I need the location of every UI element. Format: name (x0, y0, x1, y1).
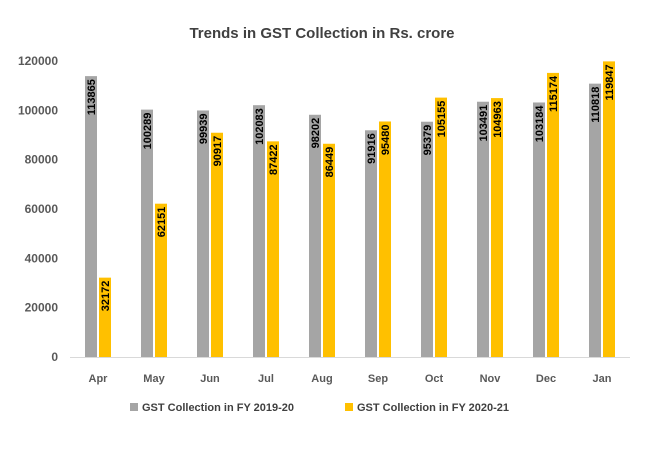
y-axis: 0 20000 40000 60000 80000 100000 120000 (18, 54, 58, 364)
x-tick-label: Jun (200, 373, 220, 385)
data-label: 90917 (212, 136, 224, 167)
bar (603, 61, 615, 357)
data-label: 62151 (156, 207, 168, 238)
data-label: 95480 (380, 124, 392, 155)
x-tick-label: Aug (311, 373, 332, 385)
x-tick-label: Oct (425, 373, 444, 385)
data-label: 103491 (478, 105, 490, 142)
data-label: 113865 (86, 79, 98, 115)
y-tick-label: 40000 (25, 251, 59, 265)
y-tick-label: 120000 (18, 54, 58, 68)
y-tick-label: 100000 (18, 103, 58, 117)
x-tick-label: May (143, 373, 165, 385)
y-tick-label: 60000 (25, 202, 59, 216)
bar (589, 83, 601, 358)
data-label: 95379 (422, 125, 434, 156)
data-label: 100289 (142, 113, 154, 150)
data-label: 119847 (604, 64, 616, 100)
legend: GST Collection in FY 2019-20 GST Collecti… (130, 402, 509, 414)
data-label: 102083 (254, 108, 266, 145)
x-axis: Apr May Jun Jul Aug Sep Oct Nov Dec Jan (70, 357, 630, 385)
bar (253, 105, 265, 357)
bar (99, 277, 111, 357)
data-label: 98202 (310, 118, 322, 149)
data-label: 103184 (534, 105, 546, 143)
x-tick-label: Jan (593, 373, 612, 385)
x-tick-label: Apr (89, 373, 109, 385)
x-tick-label: Dec (536, 373, 556, 385)
y-tick-label: 0 (51, 350, 58, 364)
bar (477, 101, 489, 357)
bar (211, 132, 223, 357)
x-tick-label: Nov (480, 373, 502, 385)
data-label: 32172 (100, 281, 112, 312)
bar (197, 110, 209, 358)
bar (323, 143, 335, 357)
bar (267, 141, 279, 357)
x-tick-label: Jul (258, 373, 274, 385)
data-label: 115174 (548, 75, 560, 112)
legend-swatch (345, 403, 353, 411)
bar (379, 121, 391, 357)
bar (547, 72, 559, 357)
data-label: 104963 (492, 101, 504, 138)
data-label: 87422 (268, 144, 280, 175)
y-tick-label: 80000 (25, 153, 59, 167)
bar (85, 76, 97, 358)
data-label: 86449 (324, 147, 336, 178)
bar (365, 130, 377, 357)
bar (421, 121, 433, 357)
bar (491, 98, 503, 358)
data-label: 105155 (436, 101, 448, 138)
legend-item: GST Collection in FY 2019-20 (130, 402, 294, 414)
y-tick-label: 20000 (25, 301, 59, 315)
x-tick-label: Sep (368, 373, 388, 385)
bar (309, 114, 321, 357)
bar (435, 97, 447, 357)
chart-title: Trends in GST Collection in Rs. crore (189, 25, 454, 42)
data-label: 99939 (198, 113, 210, 144)
data-label: 91916 (366, 133, 378, 164)
bar (155, 203, 167, 357)
legend-item: GST Collection in FY 2020-21 (345, 402, 509, 414)
legend-label: GST Collection in FY 2019-20 (142, 402, 294, 414)
bar (533, 102, 545, 358)
legend-swatch (130, 403, 138, 411)
bar (141, 109, 153, 357)
data-label: 110818 (590, 87, 602, 123)
bars (85, 61, 615, 358)
legend-label: GST Collection in FY 2020-21 (357, 402, 509, 414)
